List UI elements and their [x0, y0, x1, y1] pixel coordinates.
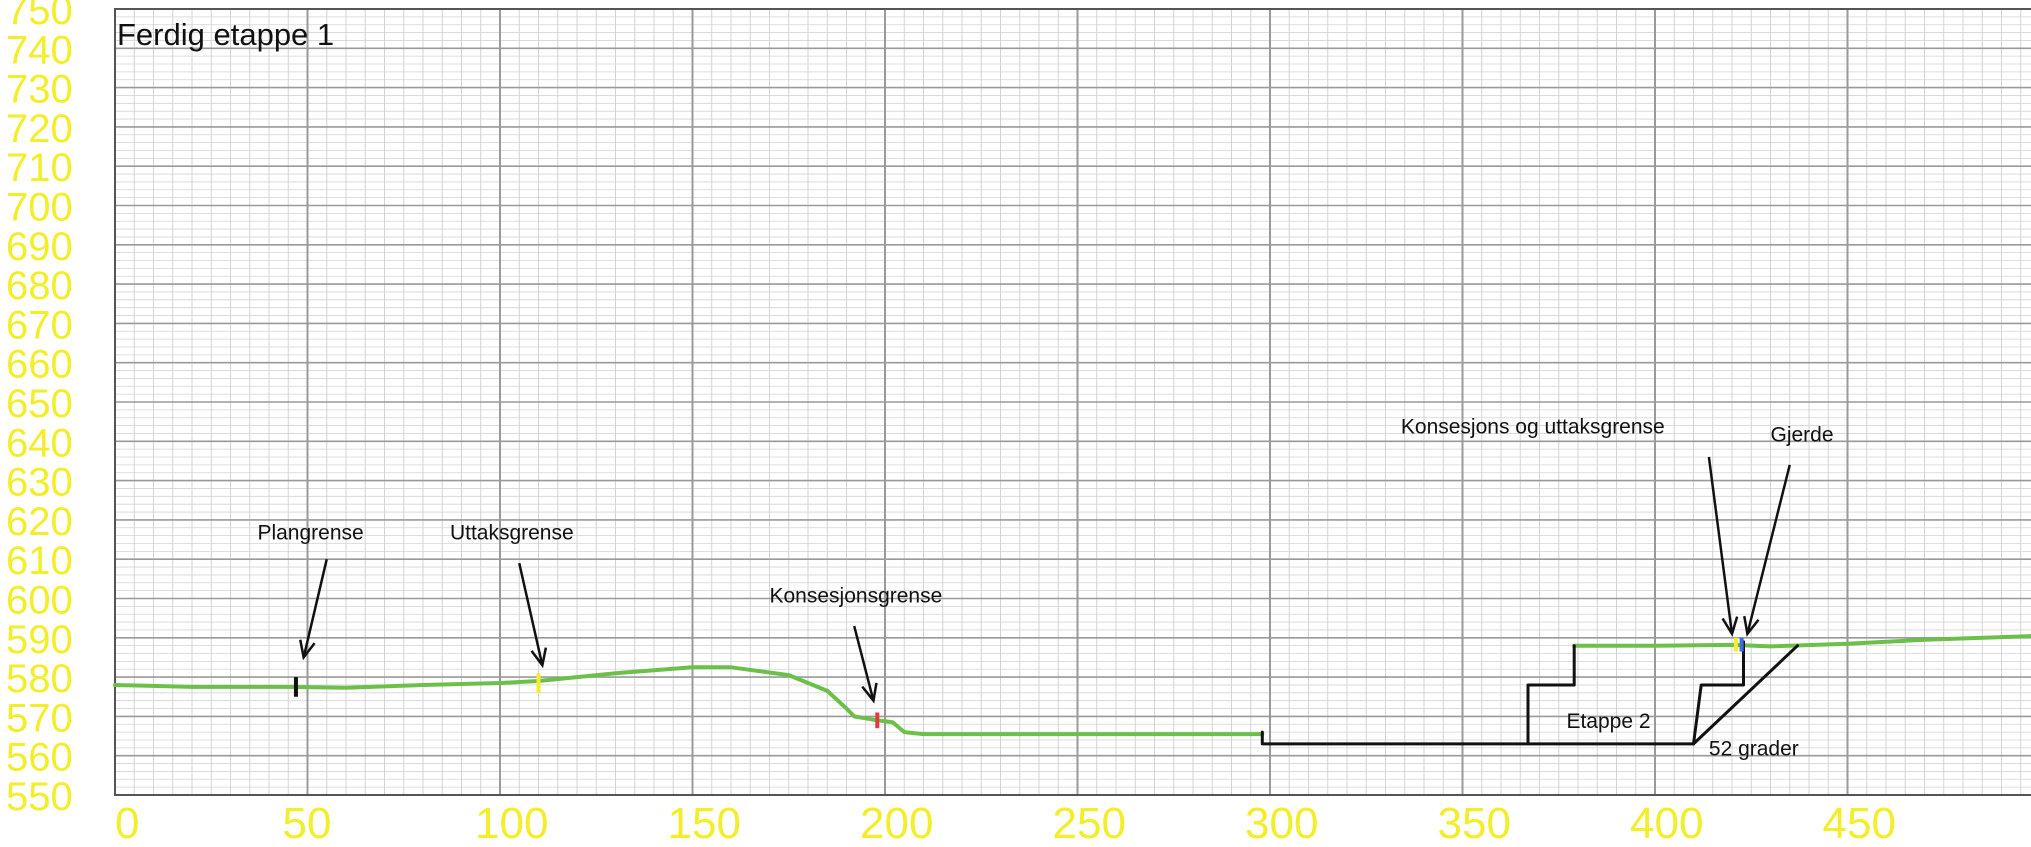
terrain-line-1: [1572, 634, 2031, 649]
design-line-2: [1260, 730, 1695, 746]
design-line-3: [1526, 644, 1576, 746]
annotation-label-6: 52 grader: [1709, 738, 1799, 761]
annotations: Plangrense Uttaksgrense Konsesjonsgrense Ko…: [257, 415, 1833, 760]
annotation-label-1: Uttaksgrense: [450, 522, 574, 545]
y-tick-label: 710: [6, 146, 73, 190]
y-tick-label: 590: [6, 618, 73, 662]
x-tick-label: 100: [475, 799, 548, 847]
y-tick-label: 570: [6, 696, 73, 740]
annotation-label-4: Gjerde: [1771, 423, 1834, 446]
annotation-arrowhead-0: [299, 639, 316, 661]
annotation-arrowhead-2: [861, 682, 878, 704]
y-tick-label: 600: [6, 579, 73, 623]
x-tick-label: 200: [860, 799, 933, 847]
terrain-line-0: [113, 665, 1265, 737]
annotation-arrowhead-3: [1721, 616, 1739, 637]
x-tick-label: 300: [1245, 799, 1318, 847]
design-line-4: [1692, 640, 1745, 746]
annotation-arrow-3: [1707, 456, 1734, 635]
y-tick-label: 640: [6, 421, 73, 465]
annotation-arrow-0: [302, 558, 328, 658]
y-tick-label: 720: [6, 107, 73, 151]
annotation-label-5: Etappe 2: [1566, 710, 1650, 733]
x-tick-label: 150: [668, 799, 741, 847]
y-axis-tick-labels: 5505605705805906006106206306406506606706…: [6, 0, 73, 819]
x-tick-label: 450: [1823, 799, 1896, 847]
annotation-arrow-1: [518, 562, 544, 666]
y-tick-label: 750: [6, 0, 73, 33]
annotation-arrow-4: [1746, 464, 1791, 635]
y-tick-label: 700: [6, 186, 73, 230]
y-tick-label: 680: [6, 264, 73, 308]
y-tick-label: 610: [6, 539, 73, 583]
y-tick-label: 660: [6, 343, 73, 387]
y-tick-label: 620: [6, 500, 73, 544]
y-tick-label: 650: [6, 382, 73, 426]
boundary-markers: [293, 637, 1744, 729]
x-tick-label: 250: [1053, 799, 1126, 847]
major-gridlines: [114, 8, 2031, 796]
annotation-label-3: Konsesjons og uttaksgrense: [1401, 415, 1665, 438]
x-tick-label: 400: [1630, 799, 1703, 847]
annotation-label-0: Plangrense: [257, 522, 363, 545]
x-tick-label: 0: [115, 799, 139, 847]
annotation-arrow-2: [852, 625, 875, 701]
y-tick-label: 670: [6, 303, 73, 347]
plot-frame: [114, 8, 2031, 796]
y-tick-label: 550: [6, 775, 73, 819]
x-axis-tick-labels: 0 50 100 150 200 250 300 350 400 450: [115, 799, 1896, 847]
y-tick-label: 730: [6, 68, 73, 112]
annotation-arrowhead-1: [530, 647, 548, 669]
annotation-label-2: Konsesjonsgrense: [770, 584, 943, 607]
design-line-5: [1692, 644, 1799, 746]
x-tick-label: 50: [283, 799, 332, 847]
series-layer: [113, 634, 2031, 746]
y-tick-label: 630: [6, 461, 73, 505]
y-tick-label: 740: [6, 28, 73, 72]
y-tick-label: 690: [6, 225, 73, 269]
x-tick-label: 350: [1438, 799, 1511, 847]
annotation-arrowhead-4: [1743, 615, 1760, 637]
chart-title: Ferdig etappe 1: [117, 17, 334, 52]
y-tick-label: 560: [6, 736, 73, 780]
y-tick-label: 580: [6, 657, 73, 701]
